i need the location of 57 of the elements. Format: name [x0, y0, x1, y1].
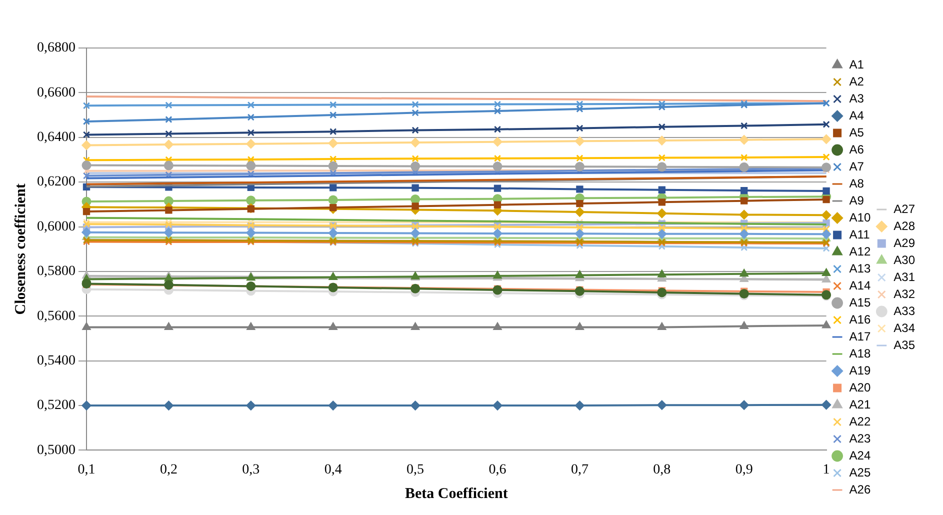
legend-label: A30 — [894, 252, 916, 267]
legend-label: A1 — [849, 57, 864, 72]
legend-label: A9 — [849, 193, 864, 208]
y-tick-label: 0,5200 — [37, 398, 76, 414]
legend-label: A16 — [849, 312, 871, 326]
y-tick-label: 0,5000 — [37, 442, 76, 458]
y-axis-title: Closeness coefficient — [12, 183, 29, 315]
x-tick-label: 0,9 — [735, 462, 753, 478]
x-tick-label: 0,2 — [160, 462, 178, 478]
y-tick-label: 0,5800 — [37, 264, 76, 280]
y-tick-label: 0,6200 — [37, 174, 76, 190]
legend-label: A10 — [849, 210, 871, 224]
legend-label: A21 — [849, 397, 871, 412]
x-tick-label: 0,4 — [324, 462, 342, 478]
x-tick-label: 1 — [822, 462, 830, 478]
x-tick-label: 0,1 — [78, 462, 96, 478]
legend-label: A28 — [894, 218, 916, 233]
legend-label: A4 — [849, 108, 864, 122]
legend-label: A6 — [849, 142, 864, 156]
x-axis-title: Beta Coefficient — [404, 486, 508, 502]
legend-label: A5 — [849, 125, 864, 140]
legend-label: A31 — [894, 270, 916, 284]
y-tick-label: 0,6400 — [37, 130, 76, 146]
x-tick-label: 0,8 — [653, 462, 671, 478]
legend-label: A17 — [849, 329, 871, 344]
legend-label: A11 — [849, 227, 870, 242]
x-tick-label: 0,3 — [242, 462, 260, 478]
y-tick-label: 0,5400 — [37, 353, 76, 368]
legend-label: A24 — [849, 448, 871, 462]
legend-label: A7 — [849, 159, 864, 174]
legend-label: A3 — [849, 91, 864, 106]
legend-label: A29 — [894, 236, 916, 250]
y-tick-label: 0,6000 — [37, 219, 76, 234]
legend-label: A34 — [894, 320, 916, 335]
legend-label: A8 — [849, 176, 864, 190]
legend-label: A33 — [894, 304, 916, 318]
legend-label: A2 — [849, 74, 864, 88]
legend-label: A35 — [894, 338, 916, 352]
legend-label: A27 — [894, 202, 916, 216]
legend-label: A26 — [849, 482, 871, 496]
legend-label: A22 — [849, 414, 871, 428]
legend-label: A15 — [849, 295, 871, 310]
x-tick-label: 0,7 — [570, 462, 588, 478]
y-tick-label: 0,6600 — [37, 85, 76, 100]
legend-label: A12 — [849, 244, 871, 258]
legend-label: A18 — [849, 346, 871, 360]
legend-label: A32 — [894, 286, 916, 301]
y-tick-label: 0,5600 — [37, 308, 76, 324]
legend-label: A25 — [849, 465, 871, 480]
legend-label: A19 — [849, 363, 871, 378]
x-tick-label: 0,6 — [488, 462, 506, 478]
legend-label: A13 — [849, 261, 871, 276]
y-tick-label: 0,6800 — [37, 40, 76, 56]
legend-label: A23 — [849, 431, 871, 446]
legend-label: A14 — [849, 278, 871, 292]
x-tick-label: 0,5 — [406, 462, 424, 478]
legend-label: A20 — [849, 380, 871, 394]
